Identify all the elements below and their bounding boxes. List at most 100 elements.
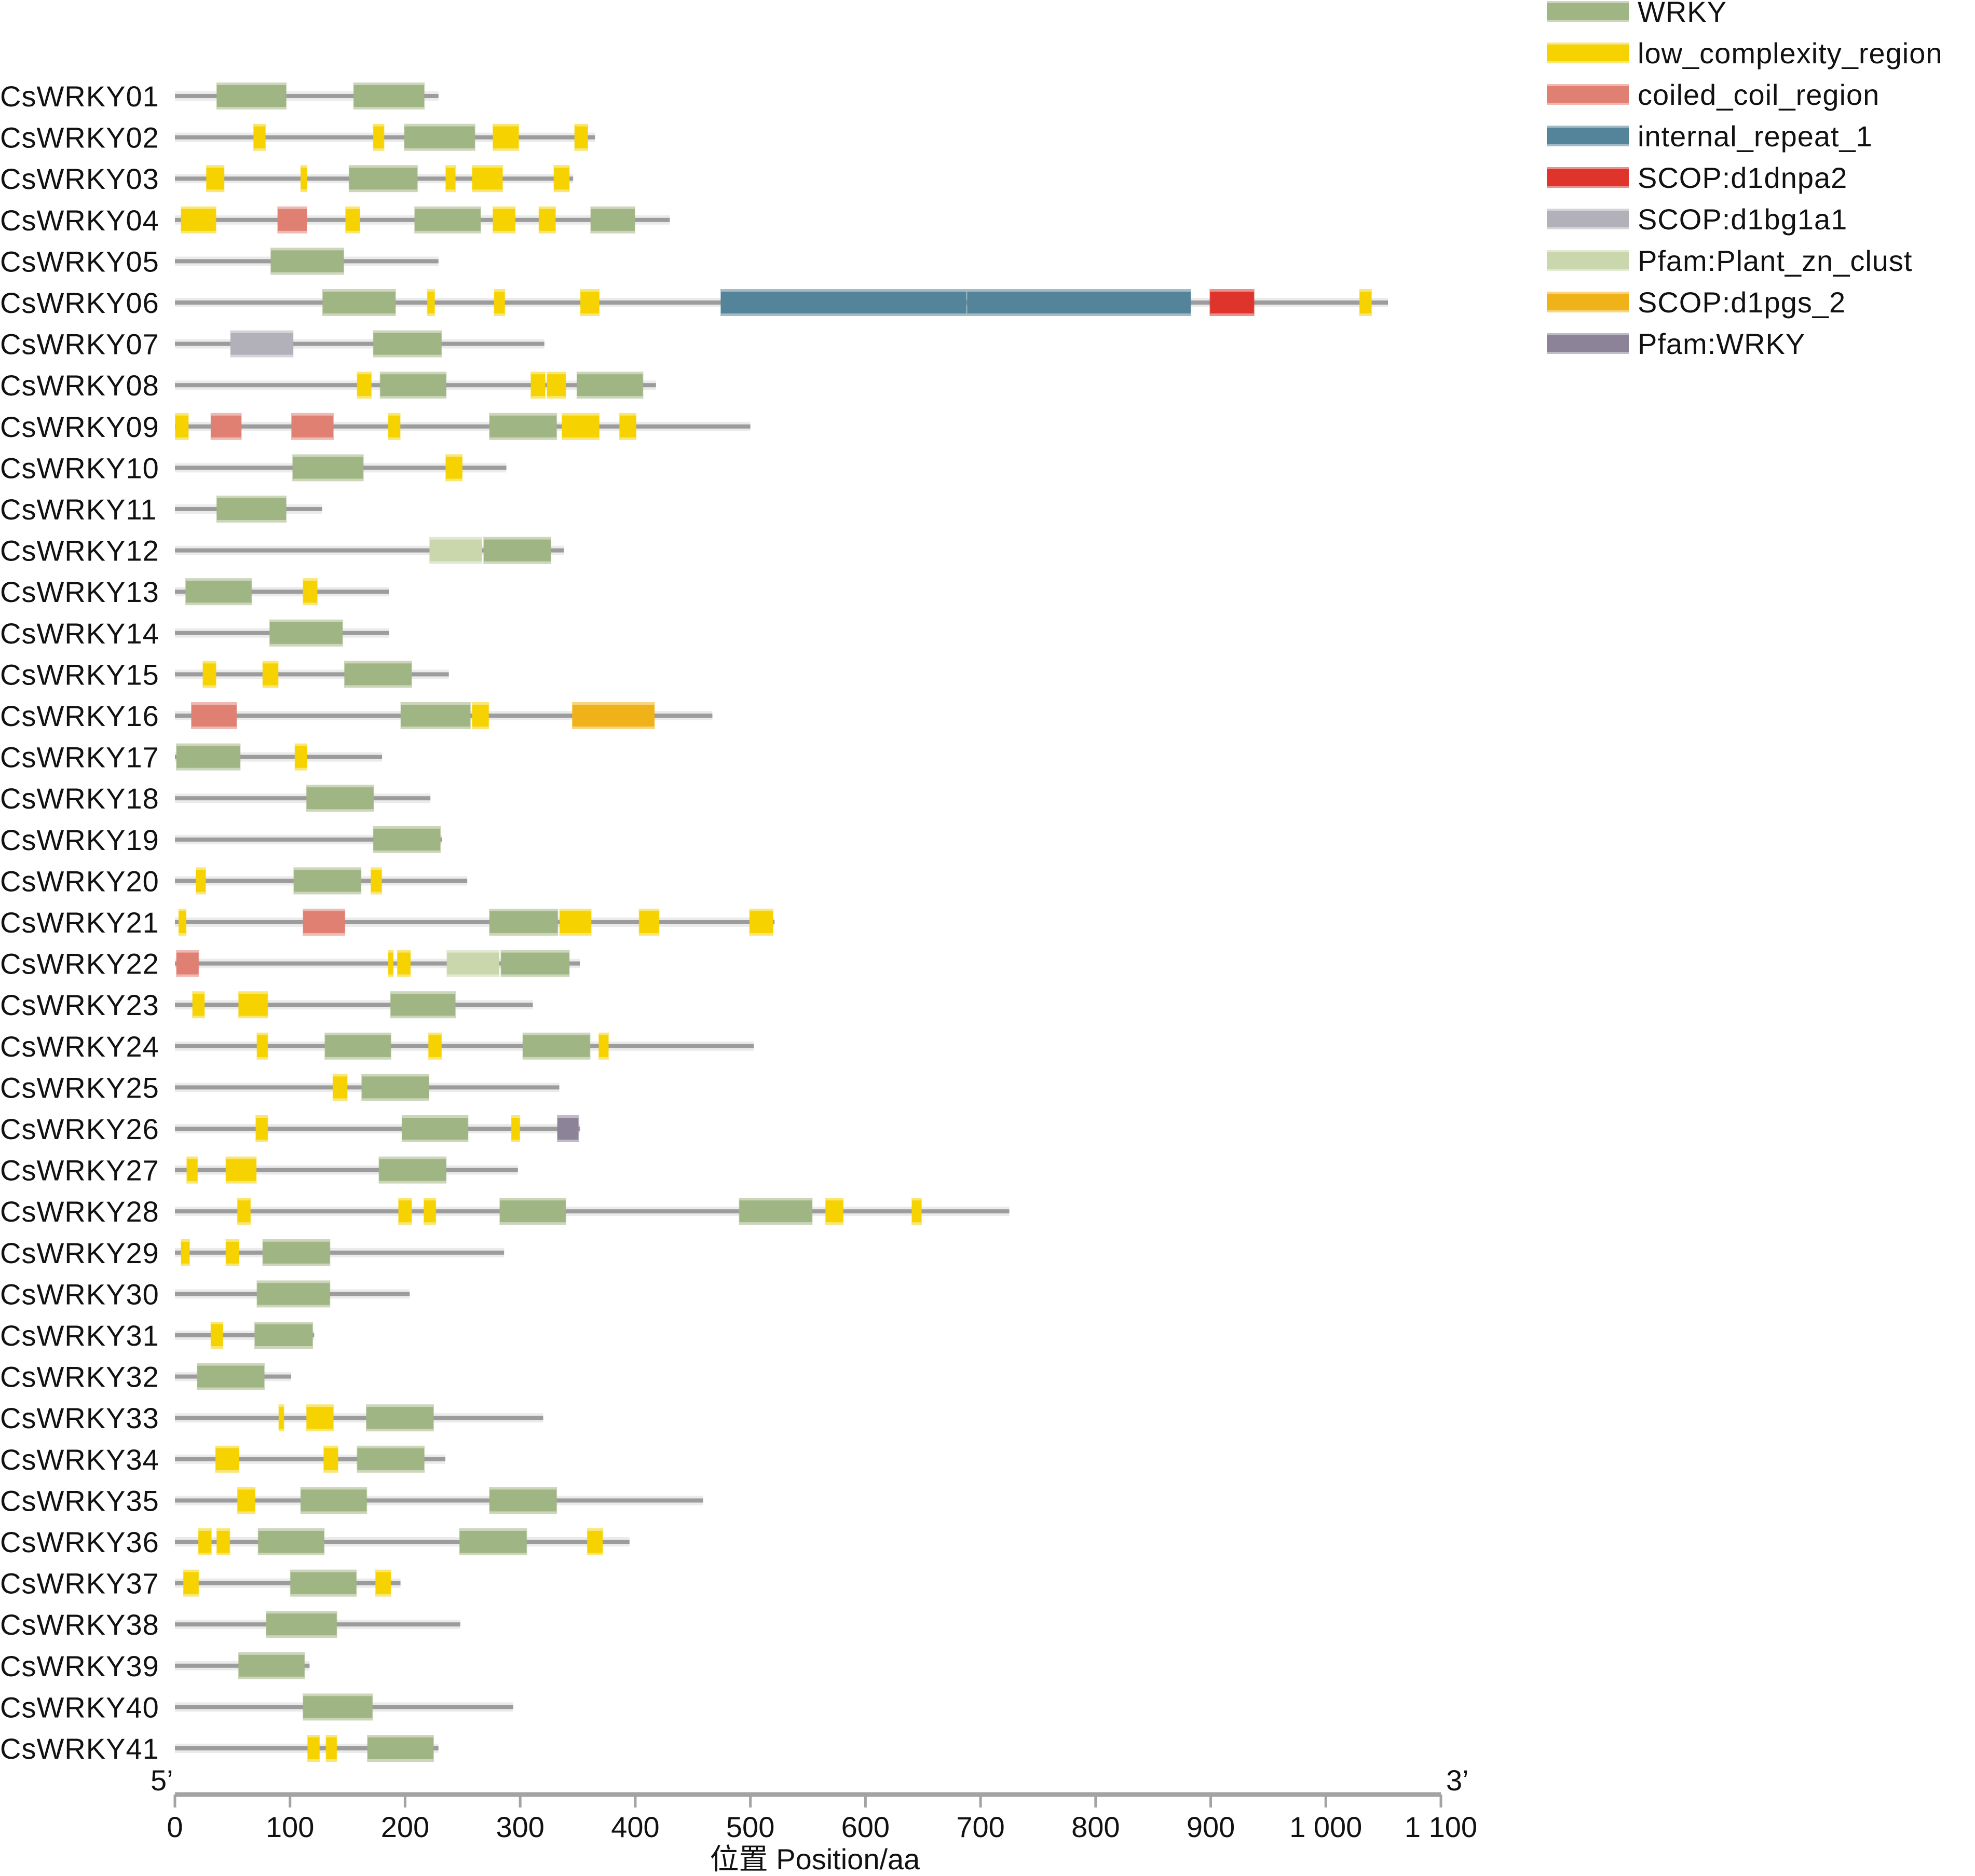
domain-box bbox=[295, 746, 307, 768]
domain-lcr bbox=[202, 661, 216, 688]
domain-lcr bbox=[428, 1032, 442, 1060]
domain-box bbox=[489, 1489, 557, 1512]
protein-backbone bbox=[175, 1457, 446, 1461]
protein-row-cswrky31: CsWRKY31 bbox=[0, 1319, 315, 1352]
legend-item-lcr: low_complexity_region bbox=[1547, 37, 1942, 70]
x-tick-label: 800 bbox=[1071, 1811, 1120, 1843]
domain-wrky bbox=[254, 1322, 314, 1349]
domain-box bbox=[591, 209, 635, 231]
domain-box bbox=[489, 911, 558, 933]
protein-label: CsWRKY22 bbox=[0, 948, 159, 980]
protein-label: CsWRKY18 bbox=[0, 782, 159, 815]
domain-wrky bbox=[499, 1198, 566, 1225]
domain-box bbox=[271, 250, 344, 272]
domain-lcr bbox=[445, 165, 456, 193]
protein-label: CsWRKY24 bbox=[0, 1030, 159, 1063]
domain-box bbox=[501, 952, 569, 975]
legend-swatch bbox=[1547, 252, 1629, 269]
domain-lcr bbox=[210, 1322, 224, 1349]
domain-lcr bbox=[494, 289, 506, 316]
domain-lcr bbox=[445, 454, 463, 482]
domain-box bbox=[373, 126, 384, 148]
domain-wrky bbox=[344, 661, 412, 688]
domain-box bbox=[362, 1076, 429, 1099]
x-tick-label: 400 bbox=[611, 1811, 659, 1843]
domain-lcr bbox=[619, 413, 637, 440]
domain-box bbox=[294, 870, 361, 892]
domain-wrky bbox=[185, 578, 252, 606]
domain-wrky bbox=[489, 1487, 557, 1514]
domain-lcr bbox=[547, 372, 566, 399]
protein-label: CsWRKY02 bbox=[0, 121, 159, 154]
protein-row-cswrky03: CsWRKY03 bbox=[0, 162, 574, 195]
domain-box bbox=[560, 911, 591, 933]
domain-box bbox=[349, 168, 417, 190]
protein-label: CsWRKY08 bbox=[0, 369, 159, 402]
x-tick-label: 0 bbox=[167, 1811, 183, 1843]
protein-label: CsWRKY06 bbox=[0, 286, 159, 319]
domain-box bbox=[427, 292, 435, 313]
domain-wrky bbox=[197, 1363, 265, 1390]
protein-label: CsWRKY30 bbox=[0, 1278, 159, 1310]
protein-row-cswrky33: CsWRKY33 bbox=[0, 1402, 543, 1434]
domain-wrky bbox=[266, 1611, 337, 1638]
legend-label: Pfam:WRKY bbox=[1638, 327, 1805, 360]
protein-label: CsWRKY14 bbox=[0, 617, 159, 650]
domain-box bbox=[493, 126, 519, 148]
five-prime-label: 5’ bbox=[151, 1764, 173, 1797]
domain-box bbox=[587, 1531, 603, 1553]
protein-label: CsWRKY03 bbox=[0, 162, 159, 195]
domain-wrky bbox=[262, 1239, 331, 1266]
domain-wrky bbox=[216, 496, 287, 523]
x-tick-label: 1 000 bbox=[1289, 1811, 1362, 1843]
protein-row-cswrky38: CsWRKY38 bbox=[0, 1608, 460, 1641]
domain-box bbox=[197, 1365, 264, 1388]
domain-lcr bbox=[388, 950, 394, 977]
domain-box bbox=[531, 374, 545, 396]
domain-wrky bbox=[367, 1735, 434, 1762]
domain-lcr bbox=[492, 124, 519, 151]
x-tick-label: 1 100 bbox=[1405, 1811, 1477, 1843]
domain-lcr bbox=[749, 909, 773, 936]
protein-label: CsWRKY07 bbox=[0, 328, 159, 361]
x-axis: 0 100 200 300 400 500 600 700 800 900 1 000 1 100 5… bbox=[151, 1764, 1477, 1875]
protein-backbone bbox=[175, 796, 431, 801]
protein-row-cswrky16: CsWRKY16 bbox=[0, 700, 713, 732]
protein-label: CsWRKY26 bbox=[0, 1113, 159, 1145]
protein-backbone bbox=[175, 837, 442, 842]
protein-row-cswrky27: CsWRKY27 bbox=[0, 1154, 518, 1187]
legend-item-wrky: WRKY bbox=[1547, 0, 1726, 28]
domain-box bbox=[446, 457, 462, 479]
domain-box bbox=[256, 1118, 268, 1140]
domain-cc bbox=[303, 909, 346, 936]
protein-row-cswrky21: CsWRKY21 bbox=[0, 906, 775, 939]
protein-row-cswrky28: CsWRKY28 bbox=[0, 1195, 1010, 1228]
protein-row-cswrky12: CsWRKY12 bbox=[0, 535, 564, 567]
domain-wrky bbox=[216, 83, 287, 109]
domain-lcr bbox=[511, 1115, 521, 1142]
domain-lcr bbox=[306, 1404, 334, 1432]
legend: WRKY low_complexity_region coiled_coil_reg… bbox=[1547, 0, 1942, 360]
domain-wrky bbox=[270, 248, 344, 275]
protein-row-cswrky20: CsWRKY20 bbox=[0, 865, 468, 897]
domain-box bbox=[175, 415, 188, 437]
domain-lcr bbox=[256, 1032, 268, 1060]
protein-backbone bbox=[175, 424, 751, 429]
domain-lcr bbox=[559, 909, 592, 936]
domain-wrky bbox=[300, 1487, 367, 1514]
domain-box bbox=[554, 168, 569, 190]
legend-label: internal_repeat_1 bbox=[1638, 120, 1873, 153]
legend-label: SCOP:d1bg1a1 bbox=[1638, 203, 1847, 236]
three-prime-label: 3’ bbox=[1446, 1764, 1469, 1797]
domain-box bbox=[203, 663, 216, 686]
protein-backbone bbox=[175, 1540, 630, 1544]
domain-wrky bbox=[378, 1156, 447, 1184]
domain-box bbox=[226, 1159, 256, 1181]
domain-lcr bbox=[215, 1445, 240, 1473]
domain-box bbox=[193, 994, 205, 1016]
protein-backbone bbox=[175, 1333, 315, 1337]
legend-swatch bbox=[1547, 45, 1629, 61]
domain-box bbox=[619, 415, 636, 437]
domain-box bbox=[472, 168, 502, 190]
